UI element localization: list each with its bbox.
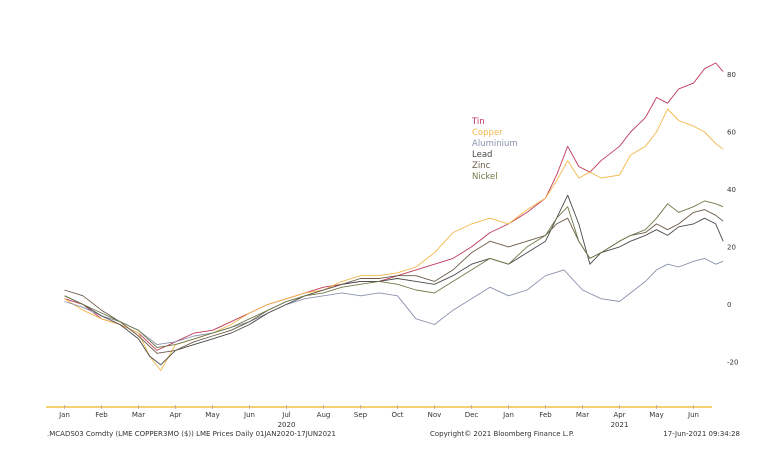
y-tick-label: 20	[727, 243, 736, 251]
footer: .MCADS03 Comdty (LME COPPER 3MO ($)) LME…	[47, 430, 740, 438]
legend-item-copper: Copper	[472, 128, 503, 138]
x-tick-label: Jan	[502, 411, 514, 419]
legend-item-nickel: Nickel	[472, 172, 498, 182]
y-tick-label: 80	[727, 71, 736, 79]
footer-timestamp: 17-Jun-2021 09:34:28	[663, 430, 740, 438]
y-axis: -20 0 20 40 60 80	[727, 71, 738, 366]
series-line-zinc	[64, 209, 724, 354]
x-tick-label: Jun	[687, 411, 699, 419]
year-label: 2020	[278, 421, 296, 429]
x-tick-label: May	[205, 411, 219, 419]
y-tick-label: -20	[727, 358, 738, 366]
legend-item-lead: Lead	[472, 150, 492, 160]
x-tick-label: Jan	[58, 411, 70, 419]
y-tick-label: 40	[727, 186, 736, 194]
legend-item-zinc: Zinc	[472, 161, 491, 171]
x-tick-label: Mar	[132, 411, 145, 419]
series-line-tin	[64, 62, 724, 351]
x-tick-label: Mar	[576, 411, 589, 419]
series-line-nickel	[64, 200, 724, 348]
x-tick-label: Jun	[243, 411, 255, 419]
legend-item-aluminium: Aluminium	[472, 139, 518, 149]
x-tick-label: Feb	[539, 411, 552, 419]
x-tick-label: Nov	[428, 411, 442, 419]
footer-copyright: Copyright© 2021 Bloomberg Finance L.P.	[430, 430, 574, 438]
y-tick-label: 0	[727, 301, 731, 309]
series-line-aluminium	[64, 257, 724, 346]
x-tick-label: May	[649, 411, 663, 419]
year-label: 2021	[611, 421, 629, 429]
plot-lines	[64, 62, 724, 371]
footer-source: 3MO ($)) LME Prices Daily 01JAN2020-17JU…	[163, 430, 336, 438]
x-tick-label: Aug	[317, 411, 331, 419]
x-tick-label: Dec	[465, 411, 479, 419]
x-tick-label: Oct	[391, 411, 403, 419]
series-line-lead	[64, 194, 724, 366]
footer-ticker: .MCADS03 Comdty (LME COPPER	[47, 430, 163, 438]
series-line-copper	[64, 108, 724, 371]
x-tick-label: Feb	[95, 411, 108, 419]
x-tick-label: Jul	[281, 411, 291, 419]
x-tick-label: Apr	[169, 411, 181, 419]
x-axis: Jan Feb Mar Apr May Jun Jul Aug Sep Oct Nov Dec Jan F…	[46, 405, 712, 429]
x-tick-label: Sep	[354, 411, 368, 419]
y-tick-label: 60	[727, 128, 736, 136]
legend-item-tin: Tin	[471, 117, 485, 127]
x-tick-label: Apr	[613, 411, 625, 419]
